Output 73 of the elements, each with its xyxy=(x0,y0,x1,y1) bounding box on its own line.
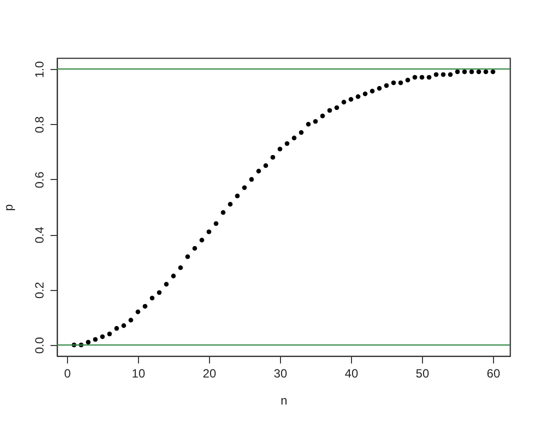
point xyxy=(150,296,154,300)
point xyxy=(356,94,360,99)
point xyxy=(114,326,119,331)
point xyxy=(462,69,467,74)
point xyxy=(278,146,282,152)
point xyxy=(334,105,340,110)
point xyxy=(235,194,240,198)
y-tick-label: 0.0 xyxy=(32,336,46,354)
point xyxy=(348,97,354,102)
x-tick-label: 20 xyxy=(202,366,216,380)
x-tick-label: 60 xyxy=(486,366,500,380)
point xyxy=(440,72,446,77)
y-tick-label: 0.2 xyxy=(32,282,46,299)
point xyxy=(412,74,418,80)
y-tick-label: 0.6 xyxy=(32,171,46,188)
point xyxy=(448,72,453,77)
point xyxy=(86,340,91,345)
point xyxy=(476,69,482,74)
point xyxy=(263,163,268,168)
point xyxy=(362,92,368,96)
point xyxy=(249,177,254,182)
point xyxy=(256,168,261,174)
y-axis-title: p xyxy=(2,204,16,211)
x-tick-label: 10 xyxy=(132,366,146,380)
point xyxy=(206,229,212,234)
point xyxy=(136,310,140,314)
point xyxy=(164,282,169,287)
point xyxy=(156,290,162,295)
point xyxy=(171,274,176,278)
point xyxy=(270,154,276,160)
point xyxy=(220,210,226,215)
point xyxy=(342,100,346,104)
point xyxy=(327,108,332,113)
point xyxy=(242,185,247,190)
point xyxy=(192,246,198,251)
point xyxy=(128,318,134,322)
point xyxy=(320,114,325,118)
point xyxy=(121,323,126,328)
point xyxy=(405,78,410,82)
point xyxy=(484,69,488,74)
y-tick-label: 1.0 xyxy=(32,60,46,78)
point xyxy=(92,337,98,342)
point xyxy=(284,141,290,146)
point xyxy=(434,72,438,77)
point xyxy=(313,119,318,124)
point xyxy=(214,221,218,226)
point xyxy=(370,88,375,94)
point xyxy=(100,334,105,340)
x-axis-title: n xyxy=(280,394,288,408)
point xyxy=(377,86,382,91)
y-tick-label: 0.8 xyxy=(32,116,46,134)
point xyxy=(455,69,460,74)
point xyxy=(420,74,424,80)
point xyxy=(185,254,190,260)
y-tick-label: 0.4 xyxy=(32,226,46,244)
point xyxy=(391,80,396,86)
point xyxy=(292,136,296,140)
point xyxy=(306,122,311,127)
point xyxy=(228,202,233,207)
x-tick-label: 30 xyxy=(274,366,288,380)
point xyxy=(107,332,112,336)
point xyxy=(490,69,496,74)
point xyxy=(298,130,304,135)
x-tick-label: 50 xyxy=(416,366,430,380)
x-tick-label: 40 xyxy=(344,366,358,380)
point xyxy=(426,74,432,80)
point xyxy=(469,69,474,74)
point xyxy=(200,238,204,242)
point xyxy=(398,80,403,86)
point xyxy=(142,304,148,309)
point xyxy=(178,265,183,270)
point xyxy=(384,83,389,88)
x-tick-label: 0 xyxy=(64,366,72,380)
